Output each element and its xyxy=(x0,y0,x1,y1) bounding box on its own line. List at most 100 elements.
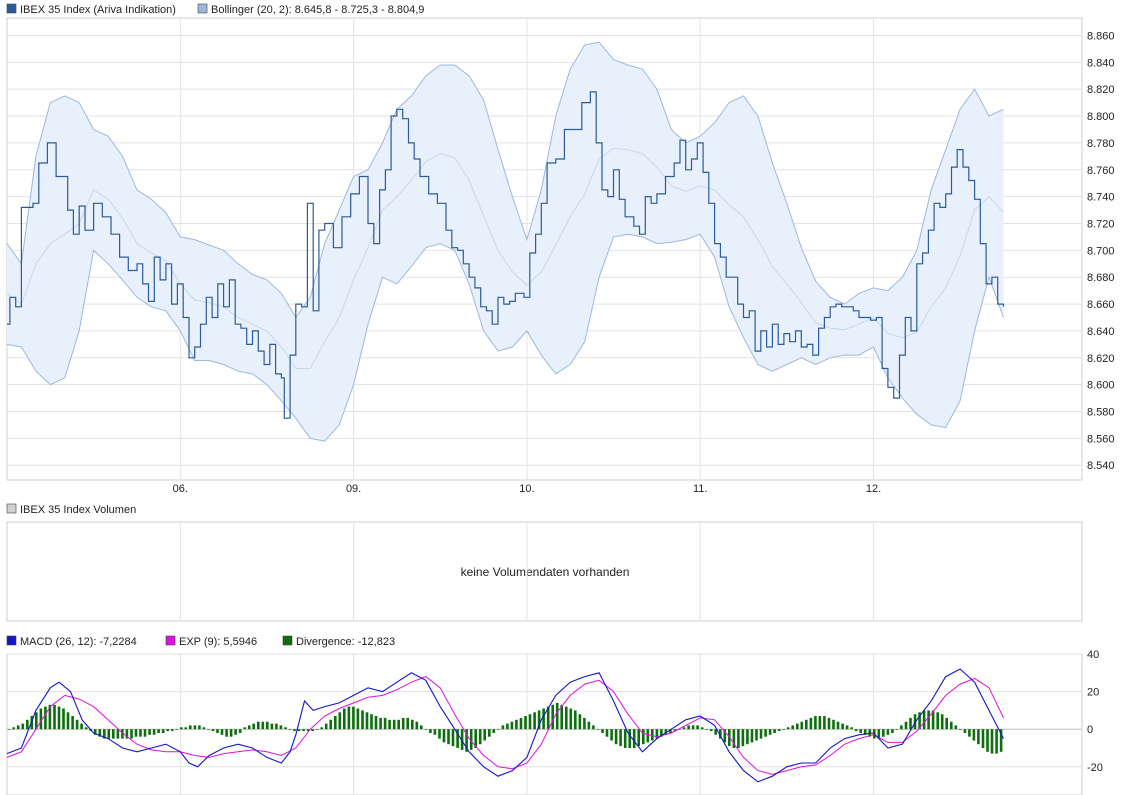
divergence-bar xyxy=(388,719,391,730)
macd-y-tick-label: -20 xyxy=(1087,762,1103,774)
divergence-bar xyxy=(420,725,423,730)
divergence-bar xyxy=(664,729,668,735)
divergence-bar xyxy=(854,729,858,732)
price-y-tick-label: 8.840 xyxy=(1087,57,1115,69)
divergence-bar xyxy=(157,729,160,733)
bollinger-middle-line xyxy=(6,147,1004,369)
divergence-bar xyxy=(112,729,115,739)
price-x-tick-label: 09. xyxy=(346,483,361,495)
divergence-bar xyxy=(587,721,591,730)
divergence-bar xyxy=(383,717,387,730)
divergence-bar xyxy=(823,716,826,730)
price-y-tick-label: 8.800 xyxy=(1087,111,1115,123)
divergence-bar xyxy=(257,721,260,730)
legend-swatch-volume xyxy=(6,503,17,514)
price-y-tick-label: 8.680 xyxy=(1087,272,1115,284)
divergence-bar xyxy=(139,729,142,737)
divergence-bar xyxy=(592,725,595,730)
legend-swatch-price xyxy=(6,3,17,14)
price-y-tick-label: 8.580 xyxy=(1087,407,1115,419)
divergence-bar xyxy=(44,706,47,730)
divergence-bar xyxy=(827,717,831,730)
volume-panel: IBEX 35 Index Volumen keine Volumendaten… xyxy=(6,503,1083,622)
divergence-bar xyxy=(401,717,405,730)
divergence-bar xyxy=(424,729,428,730)
divergence-bar xyxy=(578,714,582,730)
divergence-bar xyxy=(492,729,496,733)
price-y-tick-label: 8.560 xyxy=(1087,433,1115,445)
divergence-bar xyxy=(537,710,541,730)
divergence-bar xyxy=(184,727,188,730)
divergence-bar xyxy=(447,729,450,745)
divergence-bar xyxy=(918,712,921,730)
price-line xyxy=(7,91,1005,419)
divergence-bar xyxy=(750,729,754,743)
divergence-bar xyxy=(968,729,971,737)
divergence-bar xyxy=(392,719,396,730)
divergence-bar xyxy=(950,721,953,730)
divergence-bar xyxy=(411,719,414,730)
divergence-bar xyxy=(524,716,527,730)
legend-swatch-macd xyxy=(6,635,17,646)
divergence-bar xyxy=(329,719,332,730)
divergence-bar xyxy=(270,723,274,730)
divergence-bar xyxy=(320,727,323,730)
price-y-tick-label: 8.860 xyxy=(1087,30,1115,42)
price-panel: IBEX 35 Index (Ariva Indikation) Bolling… xyxy=(6,3,1115,495)
divergence-bar xyxy=(845,725,849,730)
divergence-bar xyxy=(175,729,178,730)
divergence-bar xyxy=(832,719,835,730)
price-y-tick-label: 8.820 xyxy=(1087,84,1115,96)
divergence-bar xyxy=(438,729,441,739)
divergence-bar xyxy=(7,729,11,730)
divergence-bar xyxy=(614,729,618,745)
price-y-tick-label: 8.720 xyxy=(1087,218,1115,230)
divergence-bar xyxy=(311,729,314,732)
divergence-bar xyxy=(198,725,201,730)
divergence-bar xyxy=(53,704,56,730)
divergence-bar xyxy=(583,717,586,730)
divergence-bar xyxy=(859,729,862,733)
divergence-bar xyxy=(48,704,52,730)
divergence-bar xyxy=(619,729,622,747)
price-y-tick-label: 8.640 xyxy=(1087,326,1115,338)
divergence-bar xyxy=(170,729,174,732)
divergence-bar xyxy=(465,729,468,752)
divergence-bar xyxy=(225,729,228,737)
divergence-bar xyxy=(759,729,763,739)
legend-label-divergence: Divergence: -12,823 xyxy=(296,636,395,648)
divergence-bar xyxy=(343,708,346,730)
divergence-bar xyxy=(315,729,319,730)
price-y-tick-label: 8.700 xyxy=(1087,245,1115,257)
divergence-bar xyxy=(596,729,600,730)
divergence-bar xyxy=(415,721,419,730)
divergence-bar xyxy=(474,729,477,748)
divergence-bar xyxy=(814,716,817,730)
divergence-bar xyxy=(374,716,378,730)
divergence-bar xyxy=(247,725,251,730)
legend-swatch-divergence xyxy=(282,635,293,646)
divergence-bar xyxy=(986,729,989,752)
divergence-bar xyxy=(886,729,890,735)
divergence-bar xyxy=(306,729,310,732)
divergence-bar xyxy=(700,727,704,730)
divergence-bar xyxy=(995,729,998,754)
divergence-bar xyxy=(103,729,106,739)
divergence-bar xyxy=(84,727,88,730)
divergence-bar xyxy=(642,729,645,745)
volume-plot-frame xyxy=(6,521,1083,622)
divergence-bar xyxy=(895,729,899,730)
divergence-bar xyxy=(546,706,550,730)
divergence-bar xyxy=(719,729,722,739)
divergence-bar xyxy=(456,729,459,748)
divergence-bar xyxy=(954,725,958,730)
divergence-bar xyxy=(632,729,636,748)
divergence-bar xyxy=(107,729,111,739)
divergence-bar xyxy=(655,729,659,739)
divergence-bar xyxy=(478,729,482,745)
divergence-bar xyxy=(696,725,699,730)
divergence-bar xyxy=(714,729,717,735)
divergence-bar xyxy=(75,719,79,730)
divergence-bar xyxy=(560,704,563,730)
